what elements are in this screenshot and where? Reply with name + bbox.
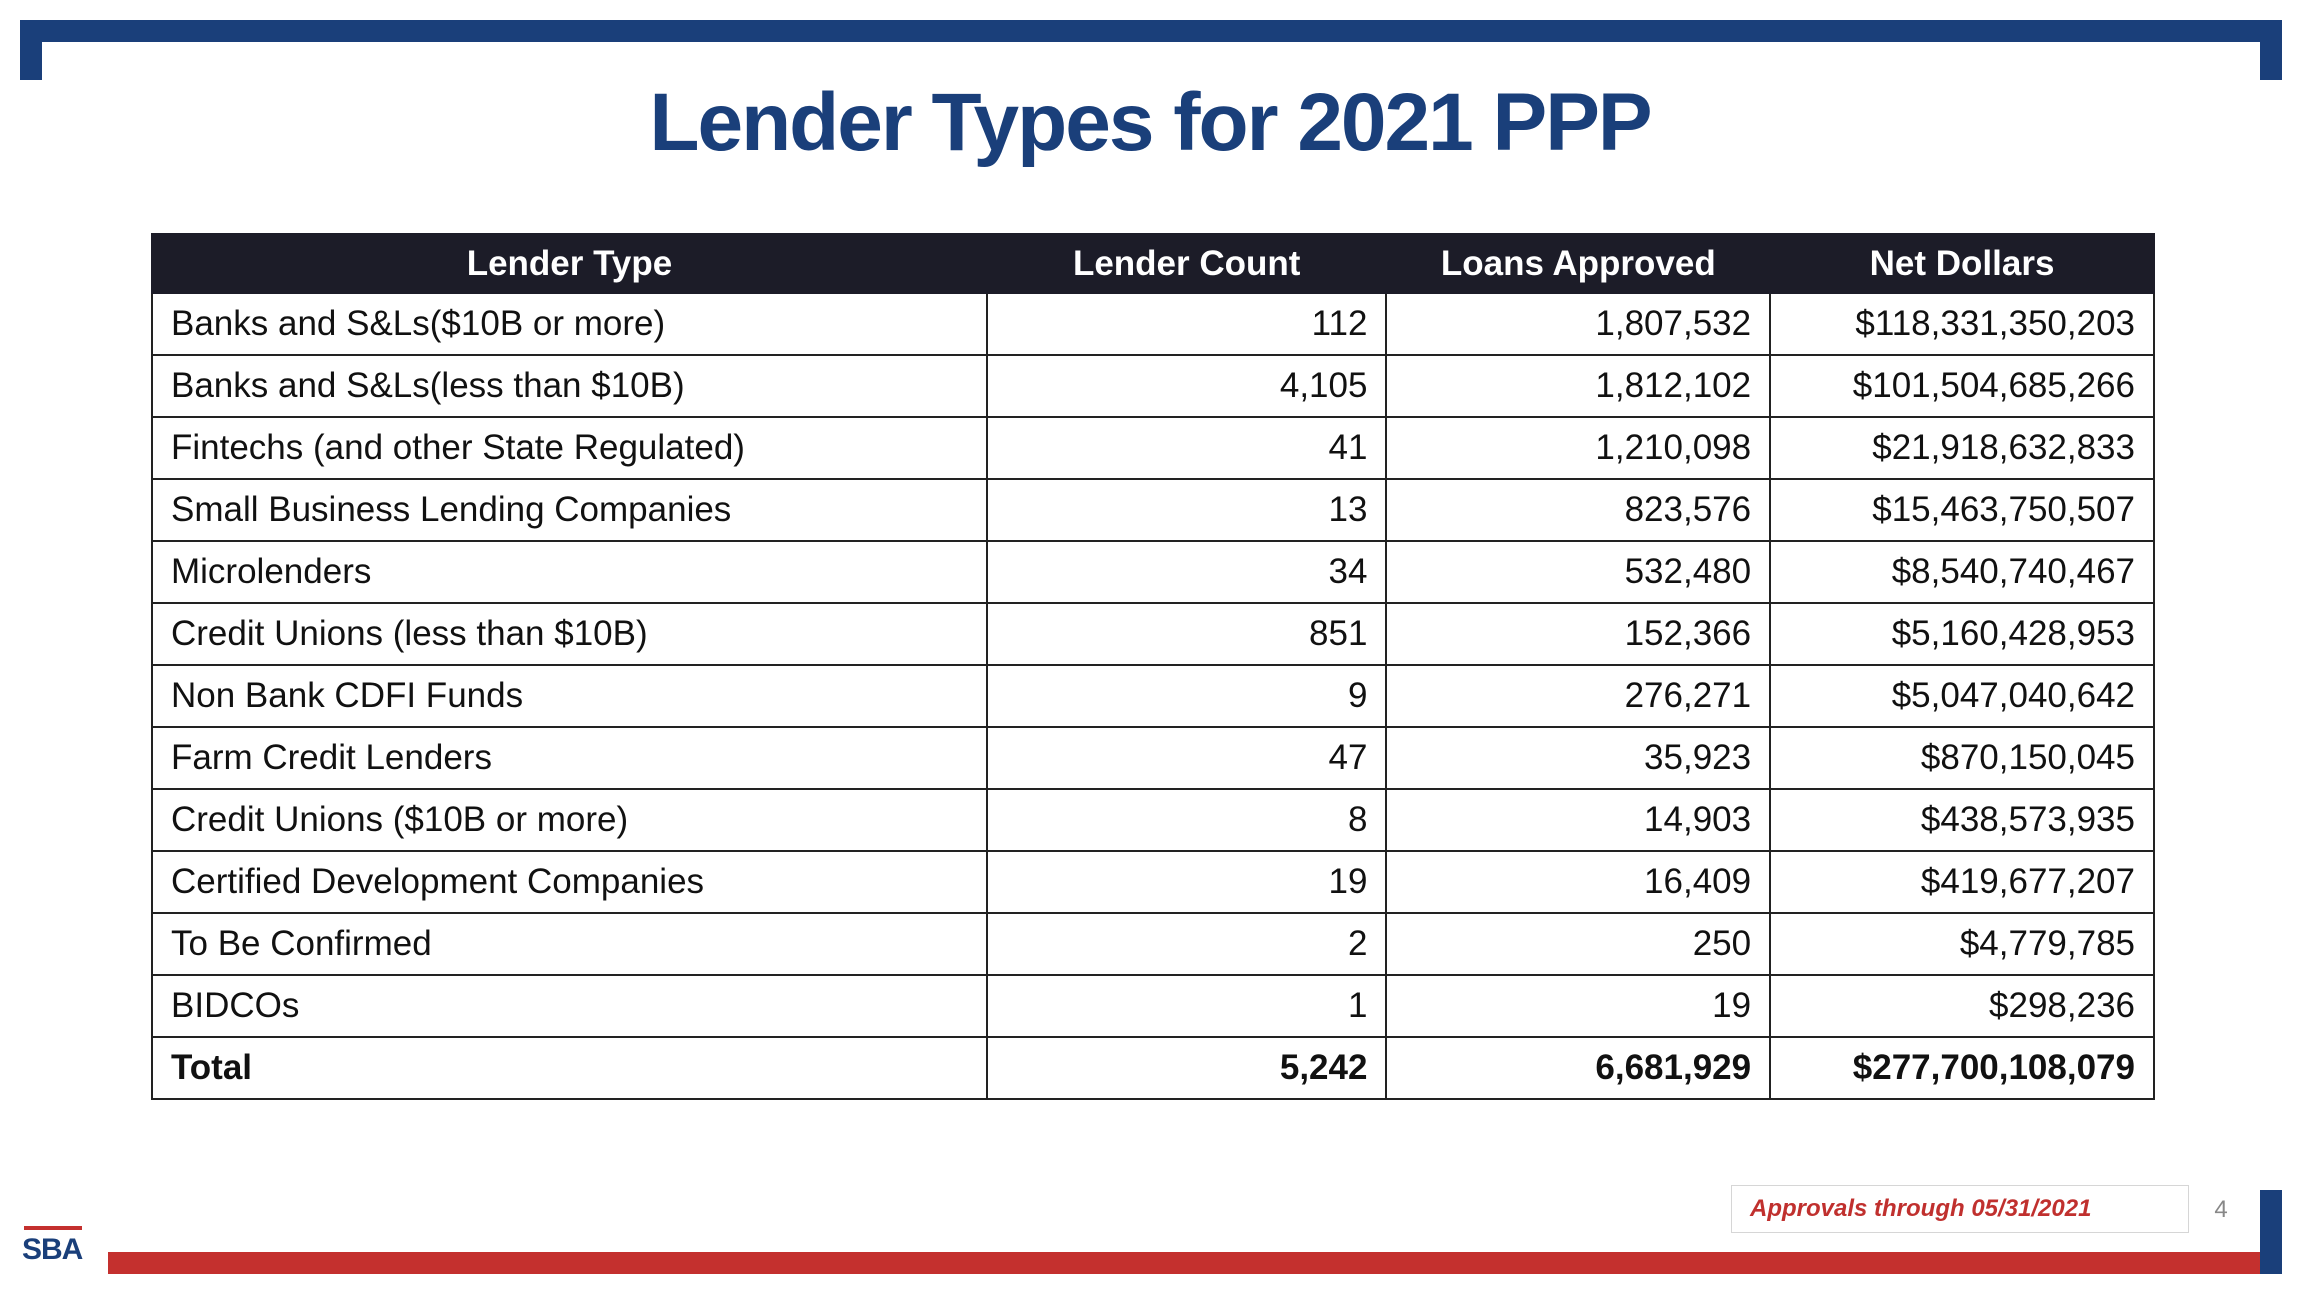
lender-type-cell: Farm Credit Lenders (151, 726, 988, 790)
lender-count-cell: 851 (985, 602, 1388, 666)
loans-approved-cell: 823,576 (1385, 478, 1772, 542)
sba-logo: SBA (22, 1226, 86, 1274)
loans-approved-cell: 152,366 (1385, 602, 1772, 666)
net-dollars-cell: $101,504,685,266 (1769, 354, 2155, 418)
table-row: Non Bank CDFI Funds 9 276,271 $5,047,040… (151, 664, 2155, 728)
column-header-net-dollars: Net Dollars (1769, 233, 2155, 294)
lender-count-cell: 112 (985, 292, 1388, 356)
table-row: BIDCOs 1 19 $298,236 (151, 974, 2155, 1038)
net-dollars-cell: $438,573,935 (1769, 788, 2155, 852)
lender-type-cell: To Be Confirmed (151, 912, 988, 976)
table-header-row: Lender Type Lender Count Loans Approved … (151, 233, 2155, 294)
loans-approved-cell: 1,210,098 (1385, 416, 1772, 480)
lender-type-cell: Non Bank CDFI Funds (151, 664, 988, 728)
lender-count-cell: 19 (985, 850, 1388, 914)
lender-count-cell: 34 (985, 540, 1388, 604)
loans-approved-cell: 250 (1385, 912, 1772, 976)
total-label-cell: Total (151, 1036, 988, 1100)
loans-approved-cell: 19 (1385, 974, 1772, 1038)
net-dollars-cell: $5,047,040,642 (1769, 664, 2155, 728)
logo-accent-line (24, 1226, 82, 1230)
table-row: Small Business Lending Companies 13 823,… (151, 478, 2155, 542)
total-lender-count-cell: 5,242 (985, 1036, 1388, 1100)
approvals-footnote: Approvals through 05/31/2021 (1731, 1185, 2189, 1233)
table-row: Certified Development Companies 19 16,40… (151, 850, 2155, 914)
lender-count-cell: 8 (985, 788, 1388, 852)
net-dollars-cell: $419,677,207 (1769, 850, 2155, 914)
table-row: To Be Confirmed 2 250 $4,779,785 (151, 912, 2155, 976)
lender-type-cell: Certified Development Companies (151, 850, 988, 914)
loans-approved-cell: 14,903 (1385, 788, 1772, 852)
total-loans-approved-cell: 6,681,929 (1385, 1036, 1772, 1100)
table-row: Credit Unions (less than $10B) 851 152,3… (151, 602, 2155, 666)
lender-count-cell: 2 (985, 912, 1388, 976)
table-row: Microlenders 34 532,480 $8,540,740,467 (151, 540, 2155, 604)
bottom-red-bar (108, 1252, 2260, 1274)
column-header-lender-count: Lender Count (985, 233, 1388, 294)
net-dollars-cell: $298,236 (1769, 974, 2155, 1038)
net-dollars-cell: $15,463,750,507 (1769, 478, 2155, 542)
loans-approved-cell: 532,480 (1385, 540, 1772, 604)
lender-type-cell: BIDCOs (151, 974, 988, 1038)
lender-type-cell: Credit Unions ($10B or more) (151, 788, 988, 852)
lender-count-cell: 4,105 (985, 354, 1388, 418)
loans-approved-cell: 35,923 (1385, 726, 1772, 790)
column-header-lender-type: Lender Type (151, 233, 988, 294)
table-row: Banks and S&Ls($10B or more) 112 1,807,5… (151, 292, 2155, 356)
net-dollars-cell: $8,540,740,467 (1769, 540, 2155, 604)
loans-approved-cell: 1,812,102 (1385, 354, 1772, 418)
lender-type-cell: Small Business Lending Companies (151, 478, 988, 542)
total-net-dollars-cell: $277,700,108,079 (1769, 1036, 2155, 1100)
loans-approved-cell: 16,409 (1385, 850, 1772, 914)
lender-type-cell: Banks and S&Ls($10B or more) (151, 292, 988, 356)
net-dollars-cell: $118,331,350,203 (1769, 292, 2155, 356)
top-left-frame-corner (20, 20, 42, 80)
top-right-frame-corner (2260, 20, 2282, 80)
loans-approved-cell: 1,807,532 (1385, 292, 1772, 356)
lender-count-cell: 13 (985, 478, 1388, 542)
net-dollars-cell: $21,918,632,833 (1769, 416, 2155, 480)
table-row: Fintechs (and other State Regulated) 41 … (151, 416, 2155, 480)
loans-approved-cell: 276,271 (1385, 664, 1772, 728)
sba-logo-text: SBA (22, 1233, 83, 1266)
lender-type-cell: Fintechs (and other State Regulated) (151, 416, 988, 480)
lender-count-cell: 9 (985, 664, 1388, 728)
column-header-loans-approved: Loans Approved (1385, 233, 1772, 294)
table-row: Farm Credit Lenders 47 35,923 $870,150,0… (151, 726, 2155, 790)
net-dollars-cell: $5,160,428,953 (1769, 602, 2155, 666)
net-dollars-cell: $4,779,785 (1769, 912, 2155, 976)
lender-types-table: Lender Type Lender Count Loans Approved … (151, 233, 2155, 1100)
lender-type-cell: Credit Unions (less than $10B) (151, 602, 988, 666)
lender-count-cell: 41 (985, 416, 1388, 480)
lender-type-cell: Banks and S&Ls(less than $10B) (151, 354, 988, 418)
slide-title: Lender Types for 2021 PPP (649, 77, 1652, 168)
net-dollars-cell: $870,150,045 (1769, 726, 2155, 790)
page-number: 4 (2214, 1196, 2228, 1223)
lender-count-cell: 47 (985, 726, 1388, 790)
total-row: Total 5,242 6,681,929 $277,700,108,079 (151, 1036, 2155, 1100)
lender-type-cell: Microlenders (151, 540, 988, 604)
lender-count-cell: 1 (985, 974, 1388, 1038)
bottom-right-frame-corner (2260, 1190, 2282, 1274)
table-row: Credit Unions ($10B or more) 8 14,903 $4… (151, 788, 2155, 852)
top-frame-bar (20, 20, 2282, 42)
table-row: Banks and S&Ls(less than $10B) 4,105 1,8… (151, 354, 2155, 418)
